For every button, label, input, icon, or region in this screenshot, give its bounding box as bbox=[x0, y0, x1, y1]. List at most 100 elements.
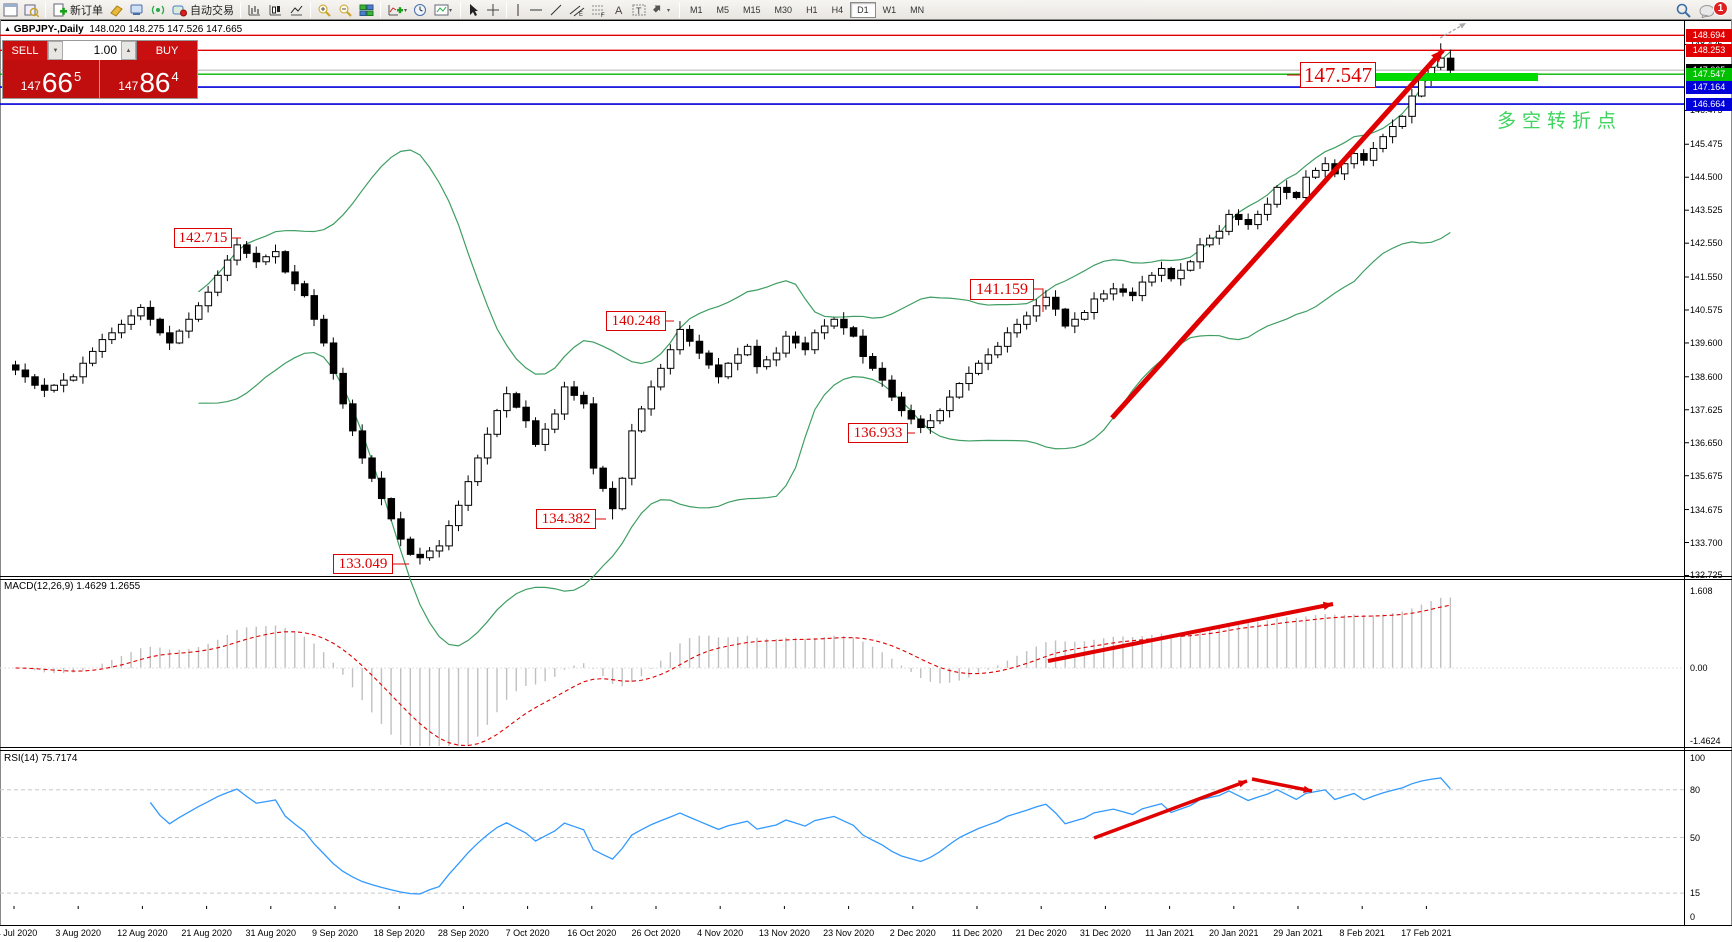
candle bbox=[117, 323, 126, 334]
timeframe-button-M15[interactable]: M15 bbox=[743, 4, 761, 15]
candle bbox=[1369, 147, 1378, 161]
candle bbox=[840, 318, 848, 329]
text-tool[interactable]: A bbox=[610, 1, 629, 19]
chart-window[interactable]: ▲ GBPJPY-,Daily 148.020 148.275 147.526 … bbox=[0, 20, 1732, 942]
price-tick-label: 144.500 bbox=[1690, 172, 1723, 183]
signals-icon[interactable] bbox=[148, 1, 169, 19]
toolbar-separator bbox=[679, 1, 680, 18]
tile-windows-icon-glyph bbox=[359, 4, 374, 16]
candle bbox=[570, 386, 579, 396]
macd-axis-label: -1.4624 bbox=[1690, 736, 1721, 746]
oneclick-toggle-icon[interactable]: ▲ bbox=[4, 26, 11, 33]
period-icon[interactable] bbox=[410, 1, 431, 19]
candle bbox=[310, 295, 319, 320]
candle bbox=[1177, 269, 1185, 280]
bar-chart-icon[interactable] bbox=[244, 1, 265, 19]
trendline-tool[interactable] bbox=[546, 1, 566, 19]
candle bbox=[262, 256, 270, 263]
timeframe-button-MN[interactable]: MN bbox=[910, 4, 925, 15]
swing-price-label: 141.159 bbox=[970, 279, 1034, 300]
candle bbox=[339, 372, 347, 405]
metaeditor-icon[interactable] bbox=[106, 1, 127, 19]
new-order-button[interactable]: 新订单 bbox=[49, 1, 106, 19]
cursor-tool[interactable] bbox=[464, 1, 483, 19]
rsi-axis-label: 50 bbox=[1690, 832, 1701, 843]
candle bbox=[782, 335, 790, 354]
main-trend-arrow bbox=[1431, 50, 1443, 63]
candle bbox=[1003, 332, 1012, 347]
candle bbox=[1119, 288, 1127, 293]
candle bbox=[175, 330, 184, 344]
date-label: 18 Sep 2020 bbox=[373, 928, 425, 938]
auto-trading-button[interactable]: 自动交易 bbox=[169, 1, 237, 19]
date-label: 23 Nov 2020 bbox=[823, 928, 875, 938]
timeframe-button-M5[interactable]: M5 bbox=[716, 4, 730, 15]
equidistant-channel-tool[interactable]: E bbox=[566, 1, 588, 19]
templates-icon[interactable] bbox=[431, 1, 457, 19]
chart-window-icon[interactable] bbox=[0, 1, 21, 19]
timeframe-button-M30[interactable]: M30 bbox=[774, 4, 793, 15]
fibonacci-tool[interactable]: F bbox=[588, 1, 610, 19]
chart-canvas[interactable] bbox=[0, 20, 1732, 942]
line-chart-icon[interactable] bbox=[286, 1, 307, 19]
candle bbox=[878, 367, 887, 381]
timeframe-button-W1[interactable]: W1 bbox=[882, 4, 897, 15]
text-label-tool[interactable]: T bbox=[629, 1, 650, 19]
date-label: 21 Aug 2020 bbox=[181, 928, 232, 938]
candle bbox=[917, 418, 925, 429]
sell-button[interactable]: SELL bbox=[3, 41, 47, 60]
hline-tool[interactable] bbox=[526, 1, 546, 19]
candle bbox=[1052, 296, 1060, 310]
arrows-tool[interactable] bbox=[650, 1, 676, 19]
auto-trading-button-glyph bbox=[172, 5, 187, 16]
candle bbox=[1254, 213, 1262, 226]
tile-windows-icon[interactable] bbox=[356, 1, 377, 19]
sell-price-handle: 147 bbox=[20, 79, 41, 93]
candle bbox=[358, 430, 367, 459]
candle bbox=[532, 420, 540, 445]
cursor-tool-glyph bbox=[470, 3, 478, 16]
buy-button[interactable]: BUY bbox=[137, 41, 197, 60]
price-tick-label: 139.600 bbox=[1690, 337, 1723, 348]
timeframe-button-M1[interactable]: M1 bbox=[690, 4, 703, 15]
lot-size-input[interactable]: 1.00 bbox=[93, 43, 117, 57]
price-tick-label: 140.575 bbox=[1690, 304, 1723, 315]
lot-increase-button[interactable]: ▲ bbox=[121, 41, 136, 60]
price-box-support-line: 147.164 bbox=[1686, 81, 1732, 95]
candle bbox=[580, 394, 588, 405]
indicators-icon[interactable] bbox=[384, 1, 410, 19]
timeframe-button-H4[interactable]: H4 bbox=[831, 4, 844, 15]
candle bbox=[387, 498, 396, 520]
candle bbox=[406, 538, 415, 555]
terminal-icon[interactable] bbox=[127, 1, 148, 19]
zoom-out-icon[interactable] bbox=[335, 1, 356, 19]
date-label: 16 Oct 2020 bbox=[567, 928, 617, 938]
vline-tool[interactable] bbox=[510, 1, 526, 19]
sell-price-display[interactable]: 147 66 5 bbox=[3, 60, 100, 98]
swing-price-label: 134.382 bbox=[536, 509, 596, 529]
zoom-in-icon[interactable] bbox=[314, 1, 335, 19]
candle bbox=[1283, 186, 1291, 193]
candle bbox=[888, 379, 896, 398]
candle bbox=[21, 369, 30, 378]
lot-decrease-button[interactable]: ▼ bbox=[48, 41, 63, 60]
candle-chart-icon[interactable] bbox=[265, 1, 286, 19]
crosshair-tool[interactable] bbox=[483, 1, 503, 19]
date-label: 31 Aug 2020 bbox=[245, 928, 297, 938]
candle bbox=[397, 518, 405, 540]
price-tick-label: 135.675 bbox=[1690, 470, 1723, 481]
candle bbox=[541, 428, 550, 445]
buy-price-handle: 147 bbox=[118, 79, 139, 93]
buy-price-display[interactable]: 147 86 4 bbox=[100, 60, 197, 98]
candle bbox=[1437, 57, 1445, 68]
swing-price-label: 133.049 bbox=[333, 554, 393, 574]
candle bbox=[1398, 115, 1407, 127]
toolbar-separator bbox=[380, 1, 381, 18]
notification-count-badge[interactable]: 1 bbox=[1713, 0, 1728, 16]
candle bbox=[166, 332, 174, 344]
timeframe-button-H1[interactable]: H1 bbox=[806, 4, 818, 15]
candle bbox=[1148, 274, 1156, 283]
timeframe-button-D1[interactable]: D1 bbox=[850, 1, 876, 18]
search-icon[interactable] bbox=[1672, 1, 1695, 19]
market-watch-icon[interactable] bbox=[21, 1, 42, 19]
